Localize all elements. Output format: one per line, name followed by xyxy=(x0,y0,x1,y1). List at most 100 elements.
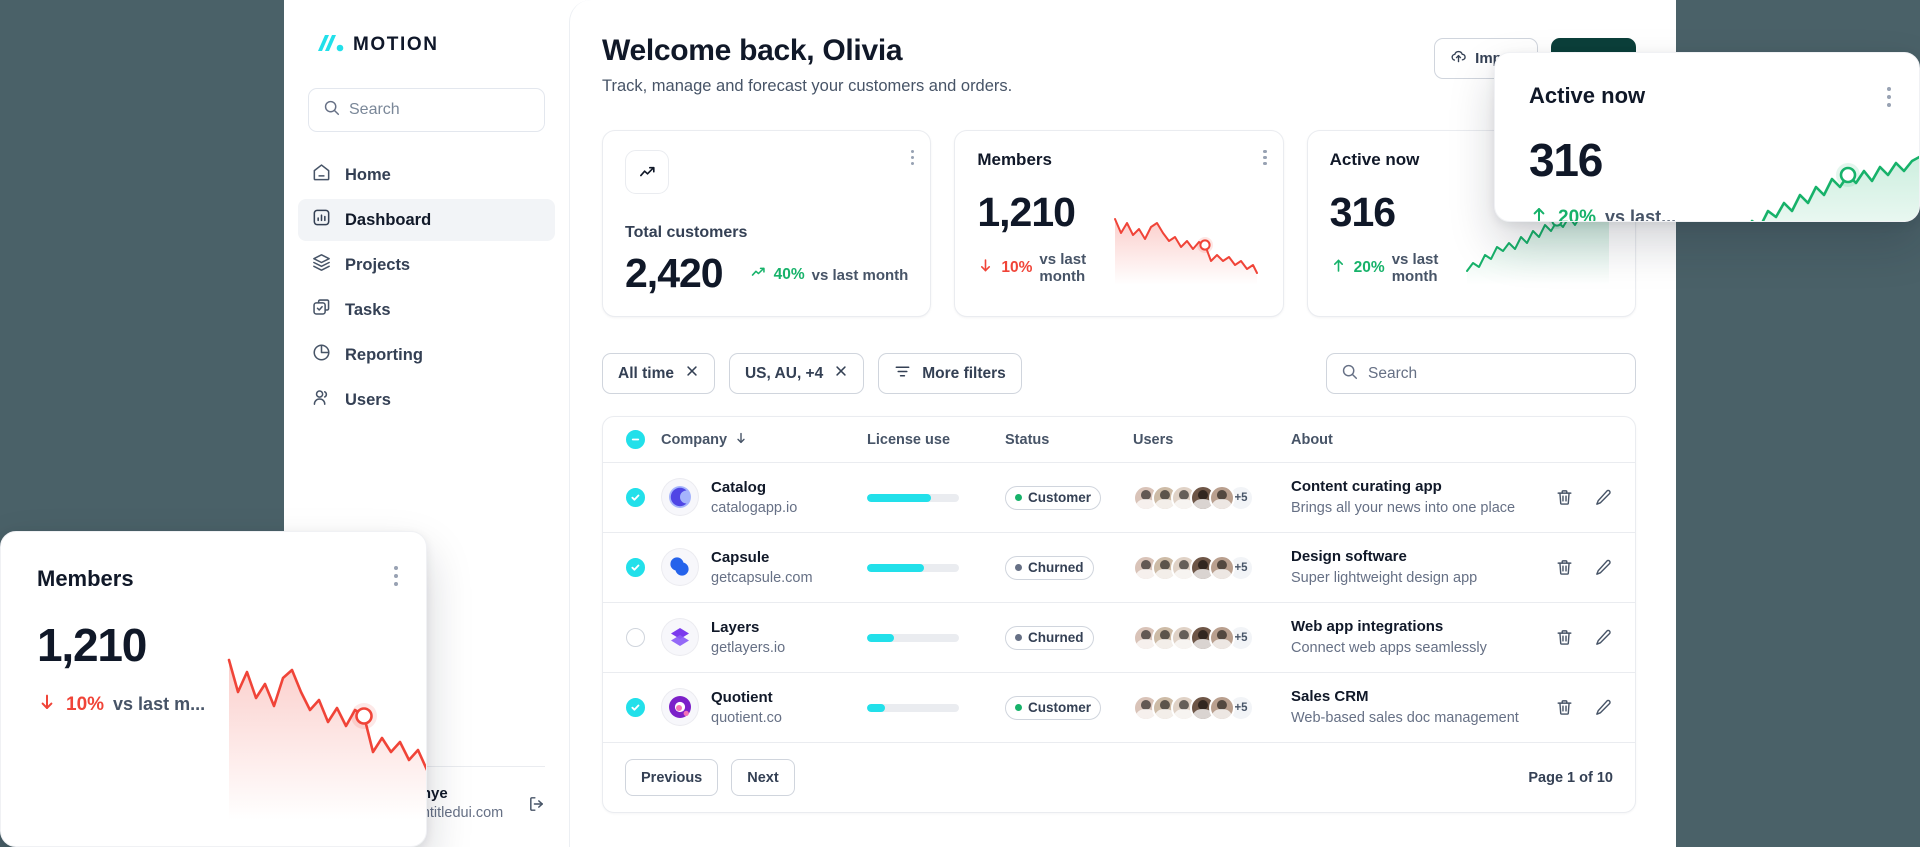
table-row[interactable]: Capsule getcapsule.com Churned xyxy=(603,533,1635,603)
license-use-cell xyxy=(867,563,1005,572)
table-search-input[interactable] xyxy=(1368,364,1621,383)
license-progress-bar xyxy=(867,633,959,642)
home-icon xyxy=(311,162,332,188)
filter-chips: All time US, AU, +4 xyxy=(602,353,1022,394)
stat-label: Total customers xyxy=(625,224,748,241)
column-header-company[interactable]: Company xyxy=(661,431,867,449)
pencil-icon[interactable] xyxy=(1594,698,1613,717)
company-name: Layers xyxy=(711,618,760,636)
more-filters-label: More filters xyxy=(922,364,1006,382)
table-search[interactable] xyxy=(1326,353,1636,394)
row-checkbox[interactable] xyxy=(603,628,661,647)
more-vertical-icon[interactable] xyxy=(393,562,398,590)
row-checkbox[interactable] xyxy=(603,558,661,577)
stat-card-left: 1,210 10% vs last month xyxy=(977,189,1100,286)
sidebar-item-tasks[interactable]: Tasks xyxy=(298,289,555,331)
stat-value: 1,210 xyxy=(977,189,1076,235)
stat-card-members: Members 1,210 10% vs l xyxy=(954,130,1284,317)
pencil-icon[interactable] xyxy=(1594,558,1613,577)
more-vertical-icon[interactable] xyxy=(1886,83,1891,111)
trash-icon[interactable] xyxy=(1555,628,1574,647)
license-progress-fill xyxy=(867,703,886,712)
status-badge: Churned xyxy=(1005,555,1094,580)
filter-chip-regions[interactable]: US, AU, +4 xyxy=(728,353,865,394)
pencil-icon[interactable] xyxy=(1594,488,1613,507)
table-row[interactable]: Quotient quotient.co Customer xyxy=(603,673,1635,743)
about-cell: Content curating app Brings all your new… xyxy=(1291,476,1539,519)
active-now-floating-sparkline-chart xyxy=(1750,155,1919,221)
floating-card-value: 316 xyxy=(1529,134,1603,186)
status-label: Customer xyxy=(1028,490,1092,505)
status-label: Churned xyxy=(1028,630,1084,645)
checkbox-checked-icon xyxy=(625,558,645,577)
floating-card-members: Members 1,210 10% vs last m... xyxy=(0,531,427,847)
row-actions xyxy=(1539,488,1635,507)
status-dot-icon xyxy=(1015,704,1022,711)
about-subtitle: Super lightweight design app xyxy=(1291,569,1478,586)
trash-icon[interactable] xyxy=(1555,488,1574,507)
sidebar-item-label: Home xyxy=(345,165,391,184)
next-page-button[interactable]: Next xyxy=(731,759,795,796)
sidebar-item-users[interactable]: Users xyxy=(298,379,555,421)
sidebar-search-input[interactable] xyxy=(349,101,530,119)
license-progress-bar xyxy=(867,563,959,572)
previous-page-button[interactable]: Previous xyxy=(625,759,719,796)
pencil-icon[interactable] xyxy=(1594,628,1613,647)
motion-logo-icon xyxy=(316,33,346,58)
company-cell: Quotient quotient.co xyxy=(661,687,867,728)
company-cell: Catalog catalogapp.io xyxy=(661,477,867,518)
close-icon[interactable] xyxy=(685,364,699,383)
filter-chip-all-time[interactable]: All time xyxy=(602,353,715,394)
table-row[interactable]: Layers getlayers.io Churned xyxy=(603,603,1635,673)
stat-value-row: 2,420 40% vs last month xyxy=(625,253,908,294)
sidebar-item-label: Reporting xyxy=(345,345,423,364)
stat-delta: 20% vs last month xyxy=(1330,251,1453,285)
page-header-text: Welcome back, Olivia Track, manage and f… xyxy=(602,34,1012,96)
stat-card-body: Total customers 2,420 40% vs last xyxy=(625,224,908,294)
search-icon xyxy=(1341,363,1358,385)
status-cell: Churned xyxy=(1005,555,1133,580)
arrow-down-icon xyxy=(734,431,748,449)
trash-icon[interactable] xyxy=(1555,698,1574,717)
stat-value: 316 xyxy=(1329,189,1396,235)
users-overflow-count: +5 xyxy=(1228,624,1254,651)
sidebar-item-reporting[interactable]: Reporting xyxy=(298,334,555,376)
status-badge: Customer xyxy=(1005,695,1102,720)
bar-chart-icon xyxy=(311,207,332,233)
brand-logo[interactable]: MOTION xyxy=(284,24,569,58)
main-content: Welcome back, Olivia Track, manage and f… xyxy=(569,0,1676,847)
sidebar-item-projects[interactable]: Projects xyxy=(298,244,555,286)
brand-name: MOTION xyxy=(353,34,439,55)
trash-icon[interactable] xyxy=(1555,558,1574,577)
layers-logo-icon xyxy=(661,618,699,657)
trend-up-icon xyxy=(625,150,669,194)
floating-card-title: Members xyxy=(37,566,134,591)
more-vertical-icon[interactable] xyxy=(910,147,915,168)
logout-icon[interactable] xyxy=(527,794,547,814)
company-url: quotient.co xyxy=(711,709,782,726)
table-row[interactable]: Catalog catalogapp.io Customer xyxy=(603,463,1635,533)
more-filters-button[interactable]: More filters xyxy=(878,353,1022,394)
close-icon[interactable] xyxy=(834,364,848,383)
arrow-down-icon xyxy=(977,257,994,279)
checkbox-unchecked-icon xyxy=(625,628,645,647)
license-progress-bar xyxy=(867,703,959,712)
status-badge: Churned xyxy=(1005,625,1094,650)
select-all-checkbox[interactable] xyxy=(603,430,661,449)
column-header-status: Status xyxy=(1005,431,1050,448)
page-subtitle: Track, manage and forecast your customer… xyxy=(602,77,1013,95)
stat-delta-pct: 10% xyxy=(1001,259,1033,276)
license-use-cell xyxy=(867,493,1005,502)
sidebar-item-home[interactable]: Home xyxy=(298,154,555,196)
sidebar-search[interactable] xyxy=(308,88,545,132)
row-checkbox[interactable] xyxy=(603,488,661,507)
about-cell: Sales CRM Web-based sales doc management xyxy=(1291,686,1539,729)
company-url: getlayers.io xyxy=(711,639,786,656)
about-title: Web app integrations xyxy=(1291,618,1444,636)
row-checkbox[interactable] xyxy=(603,698,661,717)
sidebar-nav: Home Dashboard xyxy=(284,154,569,421)
status-label: Churned xyxy=(1028,560,1084,575)
sidebar-item-dashboard[interactable]: Dashboard xyxy=(298,199,555,241)
more-vertical-icon[interactable] xyxy=(1263,147,1267,168)
